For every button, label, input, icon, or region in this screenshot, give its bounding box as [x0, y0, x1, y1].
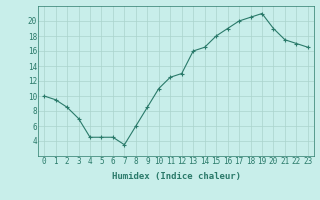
X-axis label: Humidex (Indice chaleur): Humidex (Indice chaleur) — [111, 172, 241, 181]
